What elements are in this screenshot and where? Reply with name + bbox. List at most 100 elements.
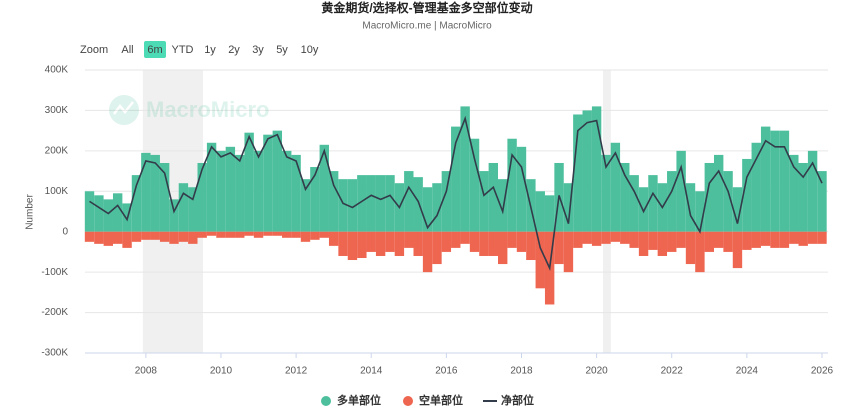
bar [610, 231, 621, 242]
bar [723, 231, 733, 252]
legend-item[interactable]: 净部位 [483, 393, 534, 407]
range-button-label[interactable]: 2y [228, 44, 240, 56]
bar [131, 175, 142, 232]
bar [328, 171, 339, 232]
bar [328, 231, 339, 246]
y-axis-label: Number [25, 194, 36, 230]
bar [507, 231, 517, 248]
legend-item[interactable]: 多单部位 [321, 393, 381, 407]
bar [347, 179, 358, 232]
bar [704, 162, 714, 232]
bar [770, 130, 780, 232]
bar [253, 150, 264, 232]
range-button[interactable]: 1y [204, 44, 216, 56]
range-button[interactable]: 5y [276, 44, 288, 56]
range-button[interactable]: 6m [144, 41, 166, 58]
bar [94, 195, 104, 232]
bar [620, 162, 630, 232]
bar [103, 231, 113, 246]
bar [526, 231, 536, 261]
bar [601, 231, 611, 244]
bar [272, 130, 283, 232]
bar [347, 231, 358, 261]
y-tick-label: 0 [62, 226, 68, 237]
range-button-label[interactable]: 1y [204, 44, 216, 56]
bar [319, 144, 329, 232]
range-button[interactable]: YTD [172, 44, 194, 56]
bar [563, 183, 574, 232]
bar [760, 231, 771, 246]
range-button-label[interactable]: 5y [276, 44, 288, 56]
x-tick-label: 2018 [510, 366, 533, 377]
bar [451, 126, 461, 232]
bar [695, 191, 705, 232]
range-button[interactable]: 10y [301, 44, 319, 56]
bar [591, 106, 602, 232]
bar [451, 231, 461, 248]
range-button[interactable]: 2y [228, 44, 240, 56]
bar [648, 175, 658, 232]
bar [507, 138, 517, 232]
bar [253, 231, 264, 238]
bar [188, 231, 198, 244]
bar [141, 231, 151, 240]
bar [432, 231, 442, 265]
bar [357, 175, 367, 232]
range-button-label[interactable]: 3y [252, 44, 264, 56]
bar [498, 231, 508, 265]
bar [582, 231, 592, 244]
y-tick-label: 400K [45, 65, 69, 76]
bar [591, 231, 602, 246]
bar [141, 152, 151, 232]
bar [366, 175, 376, 232]
bar [685, 231, 696, 265]
bar [789, 154, 799, 232]
bar [291, 154, 301, 232]
bar [375, 231, 386, 256]
x-tick-label: 2008 [135, 366, 158, 377]
range-button-label[interactable]: 10y [301, 44, 319, 56]
bar [667, 171, 677, 232]
bar [760, 126, 771, 232]
bar [779, 130, 790, 232]
bar [319, 231, 329, 238]
bar [216, 231, 226, 238]
y-tick-label: -300K [41, 348, 68, 359]
bar [122, 231, 132, 248]
range-button[interactable]: 3y [252, 44, 264, 56]
watermark-text: MacroMicro [146, 97, 269, 122]
bar [272, 231, 283, 236]
bar [394, 231, 405, 256]
bar [723, 171, 733, 232]
range-button[interactable]: All [121, 44, 133, 56]
bar [807, 150, 818, 232]
bar [282, 150, 292, 232]
bar [94, 231, 104, 244]
range-button-label[interactable]: 6m [147, 44, 162, 56]
bar [263, 134, 273, 232]
legend-item[interactable]: 空单部位 [403, 393, 463, 407]
bar [573, 231, 583, 248]
legend-symbol [321, 396, 331, 406]
y-tick-label: 100K [45, 186, 69, 197]
bar [263, 231, 273, 236]
y-tick-label: 300K [45, 105, 69, 116]
bar [197, 231, 207, 238]
bar [479, 171, 489, 232]
bar [573, 114, 583, 232]
bar [169, 199, 179, 232]
bar [516, 146, 527, 232]
bar [713, 154, 724, 232]
bar [648, 231, 658, 250]
bar [798, 231, 808, 246]
x-tick-label: 2014 [360, 366, 383, 377]
bar [638, 187, 649, 232]
bar [488, 162, 499, 232]
y-tick-label: -200K [41, 307, 68, 318]
watermark-logo [109, 95, 139, 125]
range-button-label[interactable]: All [121, 44, 133, 56]
bar [150, 154, 160, 232]
range-button-label[interactable]: YTD [172, 44, 194, 56]
bar [460, 231, 470, 244]
